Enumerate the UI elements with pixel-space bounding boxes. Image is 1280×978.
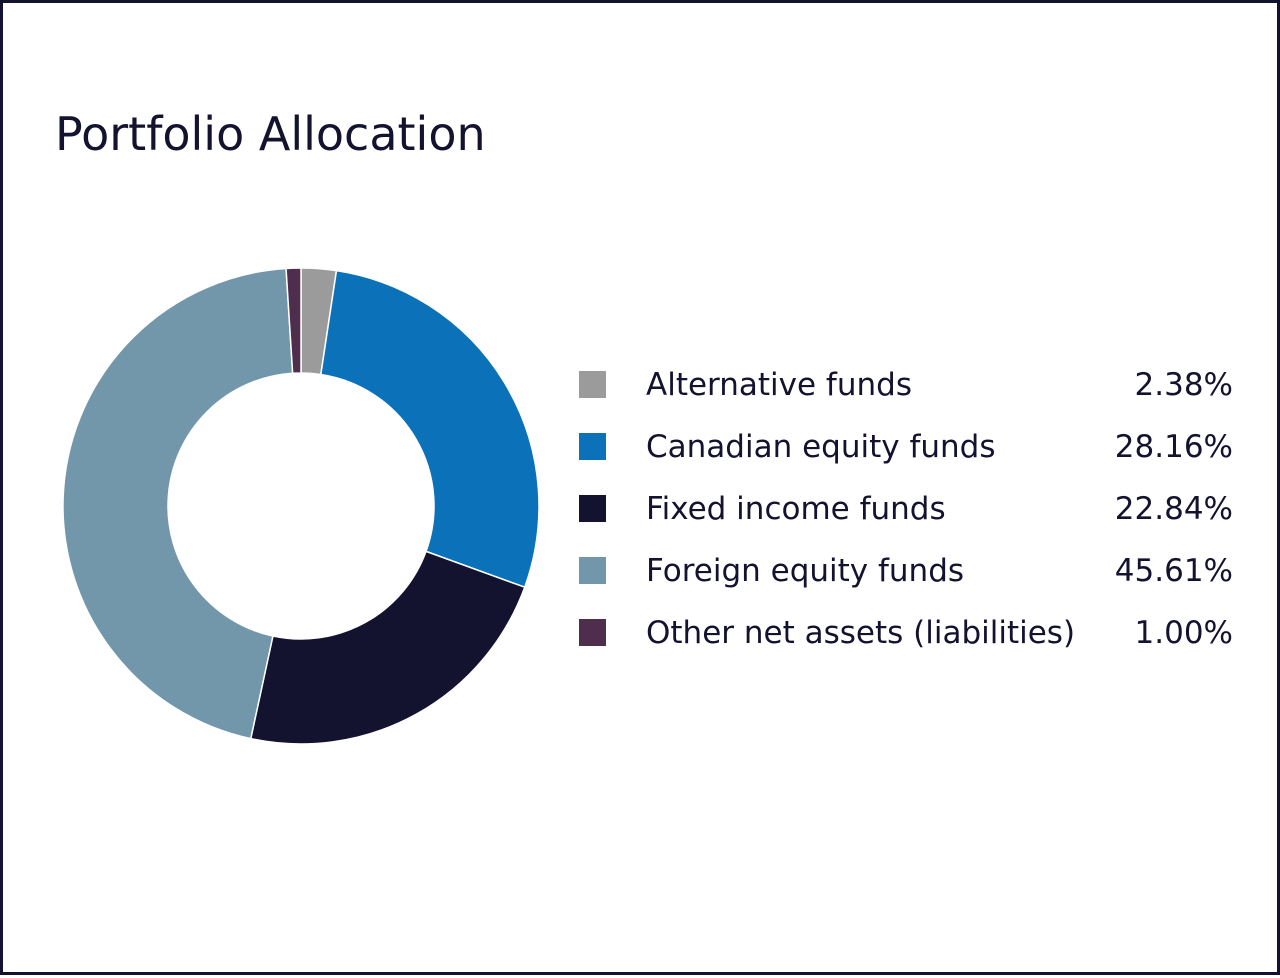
legend-item-other-net-assets: Other net assets (liabilities) 1.00%: [579, 603, 1239, 665]
legend-item-alternative-funds: Alternative funds 2.38%: [579, 355, 1239, 417]
donut-slice-other-net-assets-liabilities: [285, 267, 302, 375]
legend-item-fixed-income-funds: Fixed income funds 22.84%: [579, 479, 1239, 541]
legend-label: Alternative funds: [646, 367, 912, 403]
donut-slice-fixed-income-funds: [249, 550, 526, 745]
legend-item-foreign-equity-funds: Foreign equity funds 45.61%: [579, 541, 1239, 603]
chart-legend: Alternative funds 2.38% Canadian equity …: [579, 355, 1239, 665]
legend-value: 28.16%: [1114, 429, 1233, 465]
legend-item-canadian-equity-funds: Canadian equity funds 28.16%: [579, 417, 1239, 479]
legend-value: 22.84%: [1114, 491, 1233, 527]
legend-swatch: [579, 371, 606, 398]
donut-slice-canadian-equity-funds: [319, 269, 540, 589]
legend-value: 1.00%: [1134, 615, 1233, 651]
legend-label: Fixed income funds: [646, 491, 946, 527]
legend-swatch: [579, 433, 606, 460]
donut-chart: [62, 267, 540, 745]
donut-slices: [62, 267, 540, 745]
legend-swatch: [579, 495, 606, 522]
chart-title: Portfolio Allocation: [55, 107, 486, 161]
legend-value: 45.61%: [1114, 553, 1233, 589]
legend-swatch: [579, 619, 606, 646]
legend-swatch: [579, 557, 606, 584]
legend-label: Canadian equity funds: [646, 429, 996, 465]
legend-label: Foreign equity funds: [646, 553, 965, 589]
legend-value: 2.38%: [1134, 367, 1233, 403]
donut-slice-foreign-equity-funds: [62, 267, 294, 740]
legend-label: Other net assets (liabilities): [646, 615, 1076, 651]
